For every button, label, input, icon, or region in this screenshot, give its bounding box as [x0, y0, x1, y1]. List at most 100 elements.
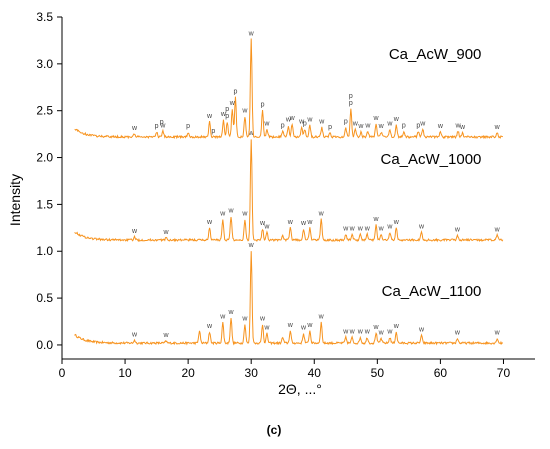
series-line-Ca_AcW_1000	[74, 139, 504, 243]
peak-label: w	[386, 120, 393, 127]
peak-label: w	[263, 120, 270, 127]
peak-label: w	[454, 329, 461, 336]
peak-label: w	[241, 315, 248, 322]
peak-label: w	[219, 210, 226, 217]
peak-label: p	[328, 124, 332, 131]
peak-label: w	[229, 100, 236, 107]
peak-label: w	[364, 225, 371, 232]
peak-label: p	[261, 102, 265, 109]
peak-label: w	[131, 125, 138, 132]
x-tick-label: 40	[308, 366, 322, 380]
peak-label: w	[318, 313, 325, 320]
peak-label: w	[220, 111, 227, 118]
peak-label: w	[378, 225, 385, 232]
peak-label: w	[357, 225, 364, 232]
peak-label: w	[393, 323, 400, 330]
peak-label: w	[373, 115, 380, 122]
peak-label: w	[289, 115, 296, 122]
peak-label: w	[287, 322, 294, 329]
peak-label: w	[298, 119, 305, 126]
peak-label: w	[352, 120, 359, 127]
series-line-Ca_AcW_900	[74, 251, 503, 346]
series-line-Ca_AcW_1100	[74, 38, 503, 140]
x-tick-label: 30	[245, 366, 259, 380]
x-ticks: 0 10 20 30 40 50 60 70	[59, 359, 511, 380]
peak-label: p	[233, 89, 237, 96]
peak-label: w	[454, 226, 461, 233]
peak-label: w	[459, 124, 466, 131]
peak-label: w	[227, 208, 234, 215]
peak-label: w	[378, 329, 385, 336]
peak-label: w	[248, 130, 255, 137]
peak-label: w	[386, 224, 393, 231]
peak-label: w	[386, 328, 393, 335]
peak-label: w	[357, 123, 364, 130]
peak-label: w	[285, 117, 292, 124]
series-label: Ca_AcW_1000	[380, 151, 481, 168]
peak-label: p	[416, 122, 420, 129]
peak-label: w	[248, 242, 255, 249]
peak-label: w	[306, 322, 313, 329]
peak-label: w	[349, 225, 356, 232]
peak-label: p	[211, 128, 215, 135]
y-tick-label: 3.0	[36, 57, 53, 71]
peak-label: p	[349, 93, 353, 100]
peak-label: p	[155, 123, 159, 130]
peak-label: w	[263, 325, 270, 332]
y-tick-label: 2.0	[36, 151, 53, 165]
peak-label: w	[248, 30, 255, 37]
peak-label: w	[393, 116, 400, 123]
peak-label: p	[344, 119, 348, 126]
peak-label: p	[186, 123, 190, 130]
peak-label: w	[306, 117, 313, 124]
peak-label: w	[163, 332, 170, 339]
peak-label: p	[225, 106, 229, 113]
peak-label: w	[373, 324, 380, 331]
peak-label: p	[225, 113, 229, 120]
x-tick-label: 60	[434, 366, 448, 380]
peak-label: w	[241, 210, 248, 217]
peak-label: p	[303, 120, 307, 127]
peak-label: w	[418, 224, 425, 231]
peak-label: w	[419, 120, 426, 127]
peak-label: p	[281, 122, 285, 129]
peak-label: w	[219, 313, 226, 320]
peak-label: w	[318, 119, 325, 126]
peak-label: w	[494, 329, 501, 336]
peak-label: p	[402, 122, 406, 129]
y-tick-label: 1.0	[36, 244, 53, 258]
peak-label: w	[349, 328, 356, 335]
peak-label: w	[263, 224, 270, 231]
peak-label: w	[259, 220, 266, 227]
peak-label: w	[259, 315, 266, 322]
x-axis-title: 2Θ, ...°	[278, 381, 322, 397]
y-tick-label: 2.5	[36, 104, 53, 118]
peak-label: w	[378, 123, 385, 130]
peak-label: w	[206, 323, 213, 330]
peak-label: w	[393, 219, 400, 226]
peak-label: w	[131, 228, 138, 235]
x-tick-label: 50	[371, 366, 385, 380]
peak-label: w	[206, 113, 213, 120]
peak-label: w	[455, 122, 462, 129]
peak-label: w	[357, 328, 364, 335]
peak-label: w	[131, 331, 138, 338]
series-label: Ca_AcW_900	[389, 46, 482, 63]
x-tick-label: 20	[181, 366, 195, 380]
peak-label: w	[287, 219, 294, 226]
x-tick-label: 70	[497, 366, 511, 380]
peak-label: p	[349, 100, 353, 107]
peak-label: w	[163, 229, 170, 236]
peak-label: w	[364, 122, 371, 129]
peak-label: w	[306, 219, 313, 226]
peak-label: w	[342, 328, 349, 335]
peak-label: w	[300, 220, 307, 227]
y-axis-title: Intensity	[7, 174, 23, 226]
y-ticks: 0.0 0.5 1.0 1.5 2.0 2.5 3.0 3.5	[36, 10, 62, 352]
peak-label: w	[318, 210, 325, 217]
y-tick-label: 0.5	[36, 291, 53, 305]
x-tick-label: 10	[118, 366, 132, 380]
x-tick-label: 0	[59, 366, 66, 380]
